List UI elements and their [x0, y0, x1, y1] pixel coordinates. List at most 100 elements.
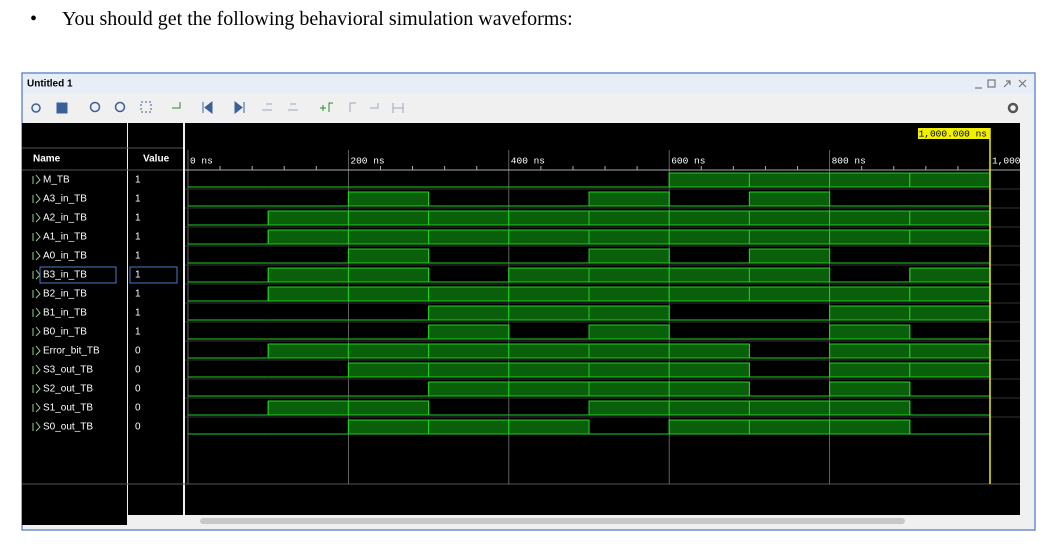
wave-high: [508, 381, 590, 397]
wave-high: [347, 362, 430, 378]
wave-high: [588, 248, 670, 264]
go-end-icon[interactable]: [234, 100, 245, 115]
wave-high: [347, 419, 430, 435]
cursor-label: 1,000.000 ns: [919, 129, 987, 140]
cursor-icon[interactable]: [172, 102, 181, 109]
wave-high: [428, 229, 510, 245]
wave-high: [909, 210, 991, 226]
selected-value: [129, 266, 178, 284]
wave-high: [829, 172, 911, 188]
signal-value: 1: [135, 308, 141, 319]
signal-icon: [32, 307, 41, 318]
signal-value: 1: [135, 251, 141, 262]
time-label: 0 ns: [190, 156, 213, 167]
signal-name: B0_in_TB: [43, 327, 87, 338]
title-bar: [23, 74, 1034, 93]
signal-name: B2_in_TB: [43, 289, 87, 300]
wave-high: [909, 343, 991, 359]
vertical-scrollbar[interactable]: [1020, 123, 1033, 515]
scroll-thumb[interactable]: [200, 518, 905, 524]
wave-high: [508, 210, 590, 226]
wave-high: [829, 324, 911, 340]
wave-high: [347, 248, 430, 264]
wave-high: [748, 210, 831, 226]
wave-high: [748, 172, 831, 188]
wave-high: [267, 210, 349, 226]
go-start-icon[interactable]: [202, 100, 213, 115]
signal-name: A0_in_TB: [43, 251, 87, 262]
signal-icon: [32, 402, 41, 413]
signal-name: A2_in_TB: [43, 213, 87, 224]
settings-icon[interactable]: [1007, 102, 1019, 114]
add-marker-icon[interactable]: [320, 102, 333, 112]
wave-high: [748, 400, 831, 416]
signal-icon: [32, 212, 41, 223]
wave-high: [267, 400, 349, 416]
wave-high: [748, 267, 831, 283]
wave-high: [428, 210, 510, 226]
signal-icon: [32, 421, 41, 432]
wave-high: [588, 381, 670, 397]
wave-high: [508, 419, 590, 435]
signal-value: 1: [135, 327, 141, 338]
wave-high: [668, 343, 750, 359]
name-panel: [22, 123, 127, 525]
wave-high: [829, 286, 911, 302]
signal-name: S0_out_TB: [43, 422, 93, 433]
search-icon[interactable]: [31, 103, 41, 113]
wave-high: [668, 381, 750, 397]
wave-high: [588, 229, 670, 245]
time-label: 400 ns: [511, 156, 545, 167]
wave-high: [748, 229, 831, 245]
wave-high: [668, 286, 750, 302]
window-controls[interactable]: [975, 79, 1027, 89]
wave-high: [748, 419, 831, 435]
zoom-fit-icon[interactable]: [140, 101, 152, 113]
wave-high: [748, 191, 831, 207]
zoom-out-icon[interactable]: [114, 101, 126, 113]
wave-high: [347, 191, 430, 207]
signal-name: A1_in_TB: [43, 232, 87, 243]
wave-high: [668, 172, 750, 188]
time-label: 1,000: [992, 156, 1021, 167]
wave-high: [347, 286, 430, 302]
wave-high: [829, 305, 911, 321]
wave-high: [428, 381, 510, 397]
signal-icon: [32, 288, 41, 299]
signal-value: 1: [135, 194, 141, 205]
wave-high: [588, 210, 670, 226]
toolbar: [31, 100, 1019, 115]
signal-value: 0: [135, 403, 141, 414]
wave-high: [668, 419, 750, 435]
wave-high: [428, 362, 510, 378]
wave-high: [829, 400, 911, 416]
signal-name: S3_out_TB: [43, 365, 93, 376]
wave-high: [909, 172, 991, 188]
name-header: Name: [33, 154, 61, 165]
signal-icon: [32, 326, 41, 337]
wave-high: [909, 362, 991, 378]
signal-value: 1: [135, 213, 141, 224]
signal-name: A3_in_TB: [43, 194, 87, 205]
wave-high: [668, 362, 750, 378]
wave-high: [428, 324, 510, 340]
signal-value: 1: [135, 232, 141, 243]
zoom-in-icon[interactable]: [89, 101, 101, 113]
signal-icon: [32, 250, 41, 261]
cursor-label-box: [918, 128, 990, 139]
signal-icon: [32, 174, 41, 185]
wave-high: [508, 267, 590, 283]
save-icon[interactable]: [56, 102, 68, 114]
signal-icon: [32, 231, 41, 242]
value-panel: [128, 123, 183, 525]
wave-high: [829, 362, 911, 378]
wave-high: [508, 229, 590, 245]
wave-high: [748, 286, 831, 302]
wave-high: [668, 267, 750, 283]
wave-high: [347, 210, 430, 226]
value-header: Value: [143, 154, 170, 165]
wave-high: [588, 286, 670, 302]
wave-high: [347, 400, 430, 416]
wave-high: [508, 305, 590, 321]
